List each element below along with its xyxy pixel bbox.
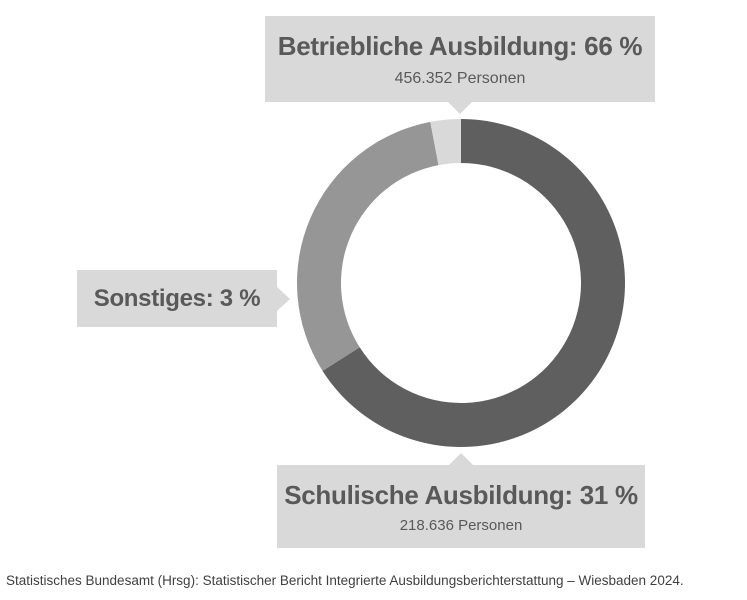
donut-slice-sonstiges	[430, 119, 461, 166]
donut-slice-betriebliche-ausbildung	[322, 119, 625, 447]
callout-pointer	[448, 102, 472, 114]
donut-chart-svg	[296, 119, 625, 447]
callout-betriebliche-ausbildung: Betriebliche Ausbildung: 66 % 456.352 Pe…	[265, 16, 655, 114]
callout-pointer	[277, 286, 290, 311]
donut-slice-schulische-ausbildung	[296, 121, 439, 371]
callout-betriebliche-count: 456.352 Personen	[394, 69, 526, 87]
callout-sonstiges: Sonstiges: 3 %	[77, 270, 290, 327]
source-note: Statistisches Bundesamt (Hrsg): Statisti…	[6, 573, 684, 588]
callout-sonstiges-title: Sonstiges: 3 %	[93, 284, 261, 312]
callout-schulische-ausbildung: Schulische Ausbildung: 31 % 218.636 Pers…	[277, 453, 645, 548]
callout-schulische-count: 218.636 Personen	[399, 516, 523, 534]
callout-betriebliche-title: Betriebliche Ausbildung: 66 %	[277, 30, 643, 61]
callout-schulische-title: Schulische Ausbildung: 31 %	[284, 479, 638, 510]
callout-pointer	[449, 453, 473, 465]
donut-chart: Betriebliche Ausbildung: 66 % 456.352 Pe…	[77, 16, 655, 548]
